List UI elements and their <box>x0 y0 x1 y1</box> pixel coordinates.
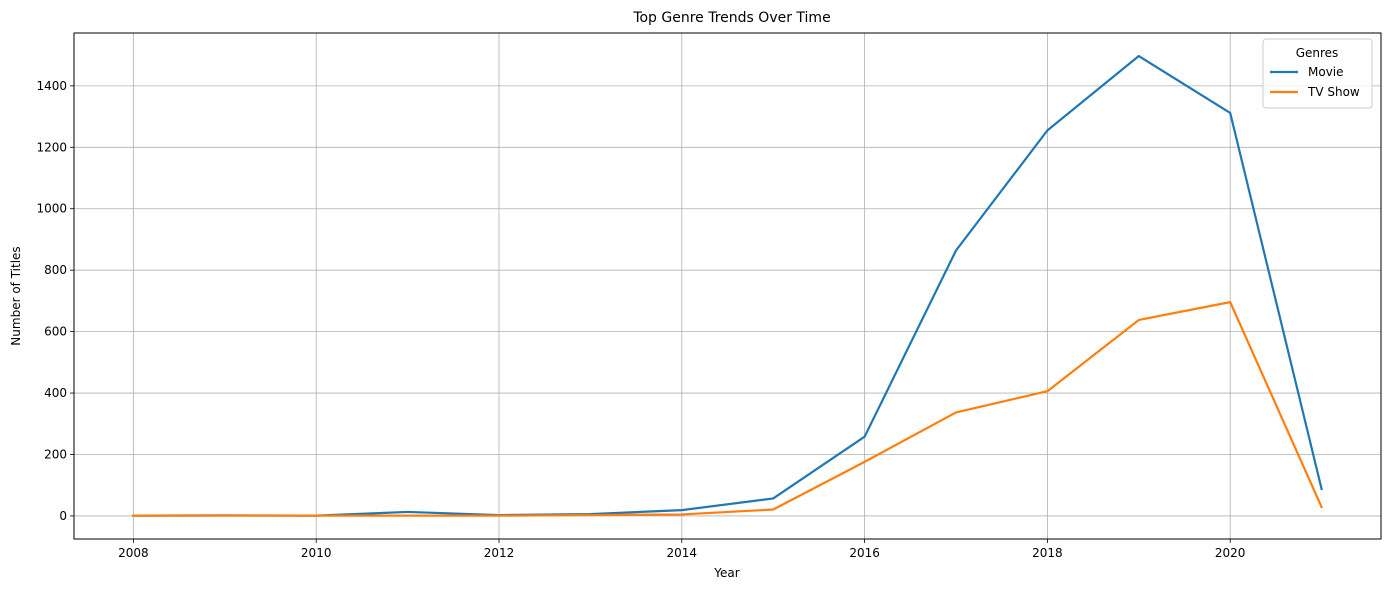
x-tick-label: 2010 <box>301 546 332 560</box>
y-tick-label: 0 <box>59 509 67 523</box>
x-tick-label: 2008 <box>118 546 149 560</box>
legend-box <box>1262 38 1373 109</box>
x-tick-label: 2014 <box>667 546 698 560</box>
series-line-tv-show <box>132 301 1324 517</box>
series-lines <box>132 54 1324 517</box>
x-tick-label: 2018 <box>1032 546 1063 560</box>
x-tick-label: 2020 <box>1215 546 1246 560</box>
x-tick-label: 2012 <box>484 546 515 560</box>
axis-ticks: 2008 2010 2012 2014 2016 2018 2020 0 200 400 600 80… <box>36 79 1245 560</box>
y-tick-label: 1200 <box>36 140 67 154</box>
legend-label-movie: Movie <box>1308 65 1344 79</box>
y-tick-label: 400 <box>44 386 67 400</box>
legend-title: Genres <box>1296 46 1339 60</box>
y-tick-label: 1400 <box>36 79 67 93</box>
grid-lines <box>74 33 1381 539</box>
y-tick-label: 800 <box>44 263 67 277</box>
y-axis-label: Number of Titles <box>9 246 23 345</box>
legend-label-tv-show: TV Show <box>1307 85 1360 99</box>
y-tick-label: 1000 <box>36 202 67 216</box>
legend: Genres Movie TV Show <box>1262 38 1373 109</box>
x-axis-label: Year <box>713 566 739 580</box>
y-tick-label: 600 <box>44 325 67 339</box>
plot-frame <box>73 32 1382 540</box>
y-tick-label: 200 <box>44 448 67 462</box>
chart-title: Top Genre Trends Over Time <box>632 10 830 26</box>
x-tick-label: 2016 <box>849 546 880 560</box>
